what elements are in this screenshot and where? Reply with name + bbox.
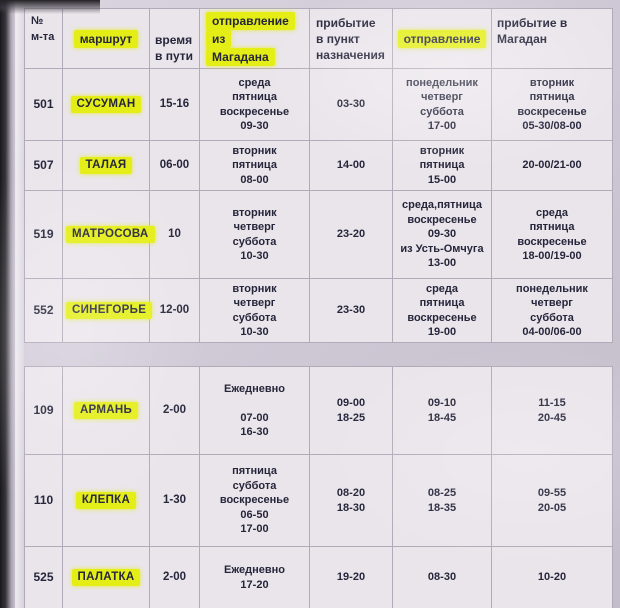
travel-time-cell: 10 — [149, 190, 200, 279]
departure-back-cell: среда,пятница воскресенье 09-30 из Усть-Омч… — [392, 190, 492, 279]
departure-back-cell: 09-10 18-45 — [392, 366, 492, 455]
arrival-magadan-cell: вторник пятница воскресенье 05-30/08-00 — [491, 68, 613, 141]
departure-from-magadan-cell: среда пятница воскресенье 09-30 — [199, 68, 310, 141]
route-number-cell: 552 — [24, 278, 63, 343]
highlight-mark: СУСУМАН — [70, 96, 142, 113]
table-header: № м-та маршрут время в пути отправление из Мага… — [24, 8, 613, 69]
arrival-destination-cell: 08-20 18-30 — [309, 454, 393, 547]
highlight-mark: АРМАНЬ — [73, 402, 139, 419]
route-name-cell: МАТРОСОВА — [62, 190, 155, 279]
col-header-departure-back: отправление — [392, 8, 492, 69]
route-name-cell: СУСУМАН — [62, 68, 150, 141]
route-number-cell: 525 — [24, 546, 63, 608]
schedule-table-long-distance: № м-та маршрут время в пути отправление из Мага… — [24, 8, 613, 343]
departure-back-cell: вторник пятница 15-00 — [392, 140, 492, 191]
table-row: 552 СИНЕГОРЬЕ 12-00 вторник четверг суббота 10… — [24, 278, 613, 343]
highlight-mark: КЛЕПКА — [75, 492, 137, 509]
departure-from-magadan-cell: Ежедневно 17-20 — [199, 546, 310, 608]
travel-time-cell: 15-16 — [149, 68, 200, 141]
col-header-travel-time: время в пути — [149, 8, 200, 69]
departure-from-magadan-cell: вторник четверг суббота 10-30 — [199, 278, 310, 343]
col-header-arrival-magadan: прибытие в Магадан — [491, 8, 613, 69]
route-number-cell: 519 — [24, 190, 63, 279]
table-row: 110 КЛЕПКА 1-30 пятница суббота воскресенье 06… — [24, 454, 613, 547]
route-number-cell: 109 — [24, 366, 63, 455]
departure-back-cell: 08-25 18-35 — [392, 454, 492, 547]
highlight-mark: ТАЛАЯ — [79, 157, 133, 174]
arrival-destination-cell: 09-00 18-25 — [309, 366, 393, 455]
table-body-suburban: 109 АРМАНЬ 2-00 Ежедневно 07-00 16-30 09-00 18… — [24, 366, 613, 608]
route-name-cell: ТАЛАЯ — [62, 140, 150, 191]
route-number-cell: 501 — [24, 68, 63, 141]
col-header-departure-from-magadan: отправление из Магадана — [199, 8, 310, 69]
highlight-mark: отправление — [206, 11, 295, 30]
table-row: 507 ТАЛАЯ 06-00 вторник пятница 08-00 14-00 вто… — [24, 140, 613, 191]
arrival-magadan-cell: 10-20 — [491, 546, 613, 608]
arrival-destination-cell: 23-30 — [309, 278, 393, 343]
col-header-arrival-destination: прибытие в пункт назначения — [309, 8, 393, 69]
route-name-cell: АРМАНЬ — [62, 366, 150, 455]
arrival-magadan-cell: 20-00/21-00 — [491, 140, 613, 191]
travel-time-cell: 2-00 — [149, 546, 200, 608]
highlight-mark: ПАЛАТКА — [71, 569, 141, 586]
travel-time-cell: 2-00 — [149, 366, 200, 455]
paper-edge — [15, 0, 24, 608]
departure-from-magadan-cell: вторник пятница 08-00 — [199, 140, 310, 191]
col-header-route-name: маршрут — [62, 8, 150, 69]
departure-from-magadan-cell: Ежедневно 07-00 16-30 — [199, 366, 310, 455]
departure-from-magadan-cell: пятница суббота воскресенье 06-50 17-00 — [199, 454, 310, 547]
route-name-cell: ПАЛАТКА — [62, 546, 150, 608]
arrival-magadan-cell: 11-15 20-45 — [491, 366, 613, 455]
highlight-mark: МАТРОСОВА — [66, 226, 155, 243]
arrival-destination-cell: 03-30 — [309, 68, 393, 141]
arrival-magadan-cell: 09-55 20-05 — [491, 454, 613, 547]
col-header-route-number: № м-та — [24, 8, 63, 69]
departure-from-magadan-cell: вторник четверг суббота 10-30 — [199, 190, 310, 279]
table-row: 109 АРМАНЬ 2-00 Ежедневно 07-00 16-30 09-00 18… — [24, 366, 613, 455]
highlight-mark: отправление — [397, 29, 487, 48]
arrival-magadan-cell: понедельник четверг суббота 04-00/06-00 — [491, 278, 613, 343]
arrival-destination-cell: 19-20 — [309, 546, 393, 608]
departure-back-cell: понедельник четверг суббота 17-00 — [392, 68, 492, 141]
route-number-cell: 507 — [24, 140, 63, 191]
highlight-mark: СИНЕГОРЬЕ — [66, 302, 153, 319]
arrival-magadan-cell: среда пятница воскресенье 18-00/19-00 — [491, 190, 613, 279]
arrival-destination-cell: 14-00 — [309, 140, 393, 191]
highlight-mark: маршрут — [73, 29, 139, 48]
photo-dark-edge-left — [0, 0, 16, 608]
route-number-cell: 110 — [24, 454, 63, 547]
highlight-mark: Магадана — [206, 47, 275, 66]
departure-back-cell: среда пятница воскресенье 19-00 — [392, 278, 492, 343]
photo-dark-edge-top — [0, 0, 100, 14]
departure-back-cell: 08-30 — [392, 546, 492, 608]
header-row: № м-та маршрут время в пути отправление из Мага… — [24, 8, 613, 69]
route-name-cell: СИНЕГОРЬЕ — [62, 278, 153, 343]
table-row: 519 МАТРОСОВА 10 вторник четверг суббота 10-30… — [24, 190, 613, 279]
table-row: 525 ПАЛАТКА 2-00 Ежедневно 17-20 19-20 08-30 10… — [24, 546, 613, 608]
table-row: 501 СУСУМАН 15-16 среда пятница воскресенье 09… — [24, 68, 613, 141]
table-body-long-distance: 501 СУСУМАН 15-16 среда пятница воскресенье 09… — [24, 68, 613, 343]
travel-time-cell: 12-00 — [149, 278, 200, 343]
arrival-destination-cell: 23-20 — [309, 190, 393, 279]
route-name-cell: КЛЕПКА — [62, 454, 150, 547]
travel-time-cell: 06-00 — [149, 140, 200, 191]
highlight-mark: из — [206, 29, 232, 48]
travel-time-cell: 1-30 — [149, 454, 200, 547]
schedule-table-suburban: 109 АРМАНЬ 2-00 Ежедневно 07-00 16-30 09-00 18… — [24, 366, 613, 608]
